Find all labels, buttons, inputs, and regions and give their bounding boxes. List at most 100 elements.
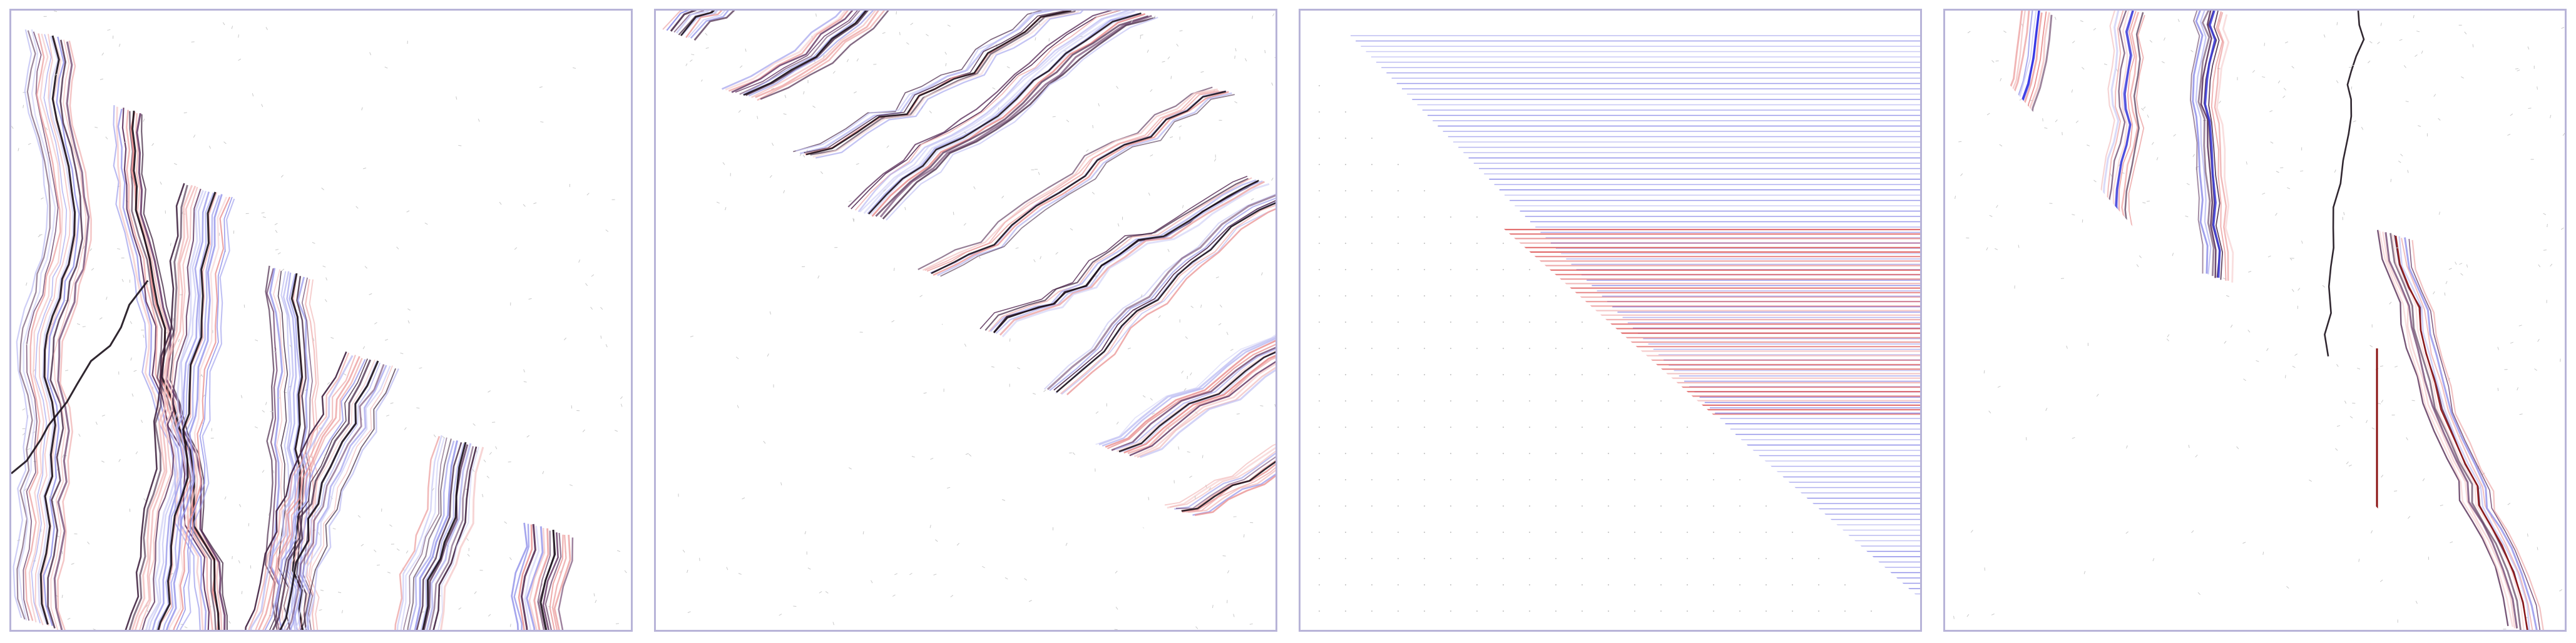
branch-line xyxy=(1107,343,1275,450)
branch-line xyxy=(18,29,56,621)
branch-line xyxy=(269,268,284,630)
branch-line xyxy=(396,435,442,630)
branch-line xyxy=(300,368,396,630)
branch-line xyxy=(304,368,399,630)
branch-line xyxy=(135,113,223,630)
branch-line xyxy=(141,188,202,630)
branch-main-line xyxy=(868,13,1142,215)
branch-line xyxy=(158,192,217,630)
mask-lower xyxy=(656,36,1244,630)
branch-line xyxy=(999,181,1265,336)
branch-line xyxy=(440,447,484,630)
branch-line xyxy=(857,11,1130,213)
branch-line xyxy=(1170,450,1275,508)
branch-line xyxy=(285,364,385,630)
branch-line xyxy=(2376,230,2509,626)
branch-line xyxy=(1139,368,1275,458)
branch-line xyxy=(875,15,1149,217)
branch-line xyxy=(1186,467,1275,513)
branch-line xyxy=(1061,208,1275,395)
branch-line xyxy=(276,359,376,630)
branch-line xyxy=(1066,208,1275,395)
branch-line xyxy=(1129,361,1275,457)
branch-line xyxy=(1127,356,1275,455)
branch-line xyxy=(113,105,201,630)
branch-line xyxy=(420,443,465,630)
branch-line xyxy=(269,358,368,630)
branch-line xyxy=(2200,11,2217,278)
branch-line xyxy=(273,269,287,630)
branch-main-line xyxy=(1118,351,1275,453)
branch-line xyxy=(176,196,233,630)
branch-line xyxy=(755,11,880,98)
branch-line xyxy=(1116,350,1275,452)
branch-line xyxy=(414,440,458,630)
branch-line xyxy=(693,11,735,41)
branch-line xyxy=(735,11,858,93)
branch-line xyxy=(979,176,1248,330)
branch-line xyxy=(301,277,314,630)
branch-line xyxy=(279,271,292,630)
branch-line xyxy=(988,177,1252,332)
branch-line xyxy=(1046,194,1275,390)
branch-line xyxy=(2384,232,2518,629)
branch-line xyxy=(245,351,347,630)
branch-main-line xyxy=(805,11,1072,156)
branch-line xyxy=(1164,443,1275,506)
background-speckle xyxy=(17,22,623,617)
branch-line xyxy=(2401,238,2533,630)
branch-line xyxy=(1111,347,1275,452)
panel-2 xyxy=(654,9,1277,632)
branch-line xyxy=(407,438,452,630)
panel-2-canvas xyxy=(656,11,1275,630)
branch-line xyxy=(1115,348,1275,450)
branch-line xyxy=(731,11,854,93)
red-main-line xyxy=(2395,235,2528,630)
branch-line xyxy=(297,276,312,630)
branch-line xyxy=(400,438,445,630)
branch-line xyxy=(1133,363,1275,458)
branch-line xyxy=(135,185,197,630)
branch-line xyxy=(2382,231,2516,629)
branch-line xyxy=(1192,473,1275,516)
branch-line xyxy=(917,86,1213,270)
branch-line xyxy=(2214,12,2229,281)
branch-line xyxy=(1180,460,1275,512)
branch-main-line xyxy=(743,11,867,96)
branch-line xyxy=(272,359,372,630)
panel-3-canvas xyxy=(1301,35,1920,630)
branch-bundles xyxy=(662,11,1275,516)
branch-line xyxy=(423,444,469,630)
branch-line xyxy=(886,16,1158,221)
branch-main-line xyxy=(2324,11,2365,357)
branch-line xyxy=(282,271,296,630)
branch-line xyxy=(308,279,320,630)
branch-line xyxy=(2378,230,2514,627)
branch-line xyxy=(1101,338,1275,447)
branch-line xyxy=(121,108,210,630)
branch-line xyxy=(984,178,1249,331)
blue-main-line xyxy=(2204,11,2221,278)
branch-line xyxy=(165,194,223,630)
branch-main-line xyxy=(422,442,467,630)
branch-line xyxy=(28,33,63,623)
branch-line xyxy=(2389,233,2522,630)
branch-line xyxy=(933,91,1229,276)
branch-line xyxy=(24,33,61,621)
panel-1-canvas xyxy=(11,11,631,630)
branch-line xyxy=(2411,240,2544,630)
branch-line xyxy=(940,94,1235,277)
branch-line xyxy=(409,440,455,630)
branch-line xyxy=(863,11,1136,215)
branch-line xyxy=(1174,452,1275,510)
branch-line xyxy=(989,179,1257,332)
dot-grid xyxy=(1318,84,1873,612)
branch-line xyxy=(125,183,185,630)
panel-4 xyxy=(1943,9,2567,632)
branch-line xyxy=(394,435,441,630)
branch-line xyxy=(23,31,59,621)
branch-main-line xyxy=(993,180,1259,333)
branch-line xyxy=(2192,11,2209,274)
branch-line xyxy=(757,11,886,101)
branch-line xyxy=(13,29,49,619)
